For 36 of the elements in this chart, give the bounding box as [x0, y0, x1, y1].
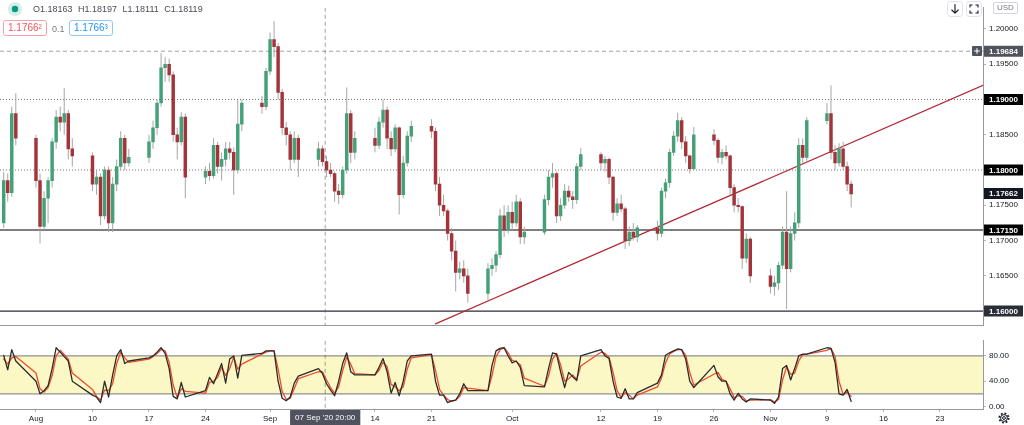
annotation: O1.18163 H1.18197 L1.18111 C1.18119 — [33, 3, 203, 15]
x-tick-label: 9 — [824, 414, 830, 423]
y-tick-label: 40.00 — [989, 376, 1010, 386]
x-tick-label: 26 — [709, 414, 719, 423]
x-tick-label: 16 — [879, 414, 889, 423]
x-tick-label: 14 — [370, 414, 380, 423]
x-tick-label: 21 — [427, 414, 437, 423]
x-tick-label: Oct — [505, 414, 520, 423]
y-tick-label: 1.18500 — [989, 129, 1019, 139]
y-tick-label: 80.00 — [989, 351, 1010, 361]
ref-line-label: 1.17150 — [989, 225, 1019, 235]
y-tick-label: 1.16500 — [989, 271, 1019, 281]
text: 1.17662 — [984, 188, 1023, 199]
x-tick-label: 24 — [201, 414, 211, 423]
y-tick-label: 1.17500 — [989, 200, 1019, 210]
ref-line-label: 1.19684 — [989, 46, 1019, 56]
x-tick-label: Sep — [262, 414, 278, 423]
ref-line-label: 07 Sep '20 20:00 — [295, 412, 356, 422]
annotation: 1.1766² — [3, 20, 47, 36]
text: USD — [993, 2, 1018, 14]
y-tick-label: 1.19500 — [989, 59, 1019, 69]
x-tick-label: 19 — [653, 414, 663, 423]
x-tick-label: 12 — [596, 414, 606, 423]
ref-line-label: 1.18000 — [989, 165, 1019, 175]
x-tick-label: 17 — [144, 414, 154, 423]
ref-line-label: 1.19000 — [989, 95, 1019, 105]
x-tick-label: 23 — [935, 414, 945, 423]
y-tick-label: 0.00 — [989, 401, 1006, 411]
x-tick-label: Aug — [28, 414, 44, 423]
y-tick-label: 1.20000 — [989, 24, 1019, 34]
ref-line-label: 1.16000 — [989, 306, 1019, 316]
y-tick-label: 1.17000 — [989, 235, 1019, 245]
x-tick-label: 10 — [88, 414, 98, 423]
annotation: 1.1766³ — [69, 20, 113, 36]
annotation: 0.1 — [52, 23, 65, 35]
x-tick-label: Nov — [763, 414, 778, 423]
